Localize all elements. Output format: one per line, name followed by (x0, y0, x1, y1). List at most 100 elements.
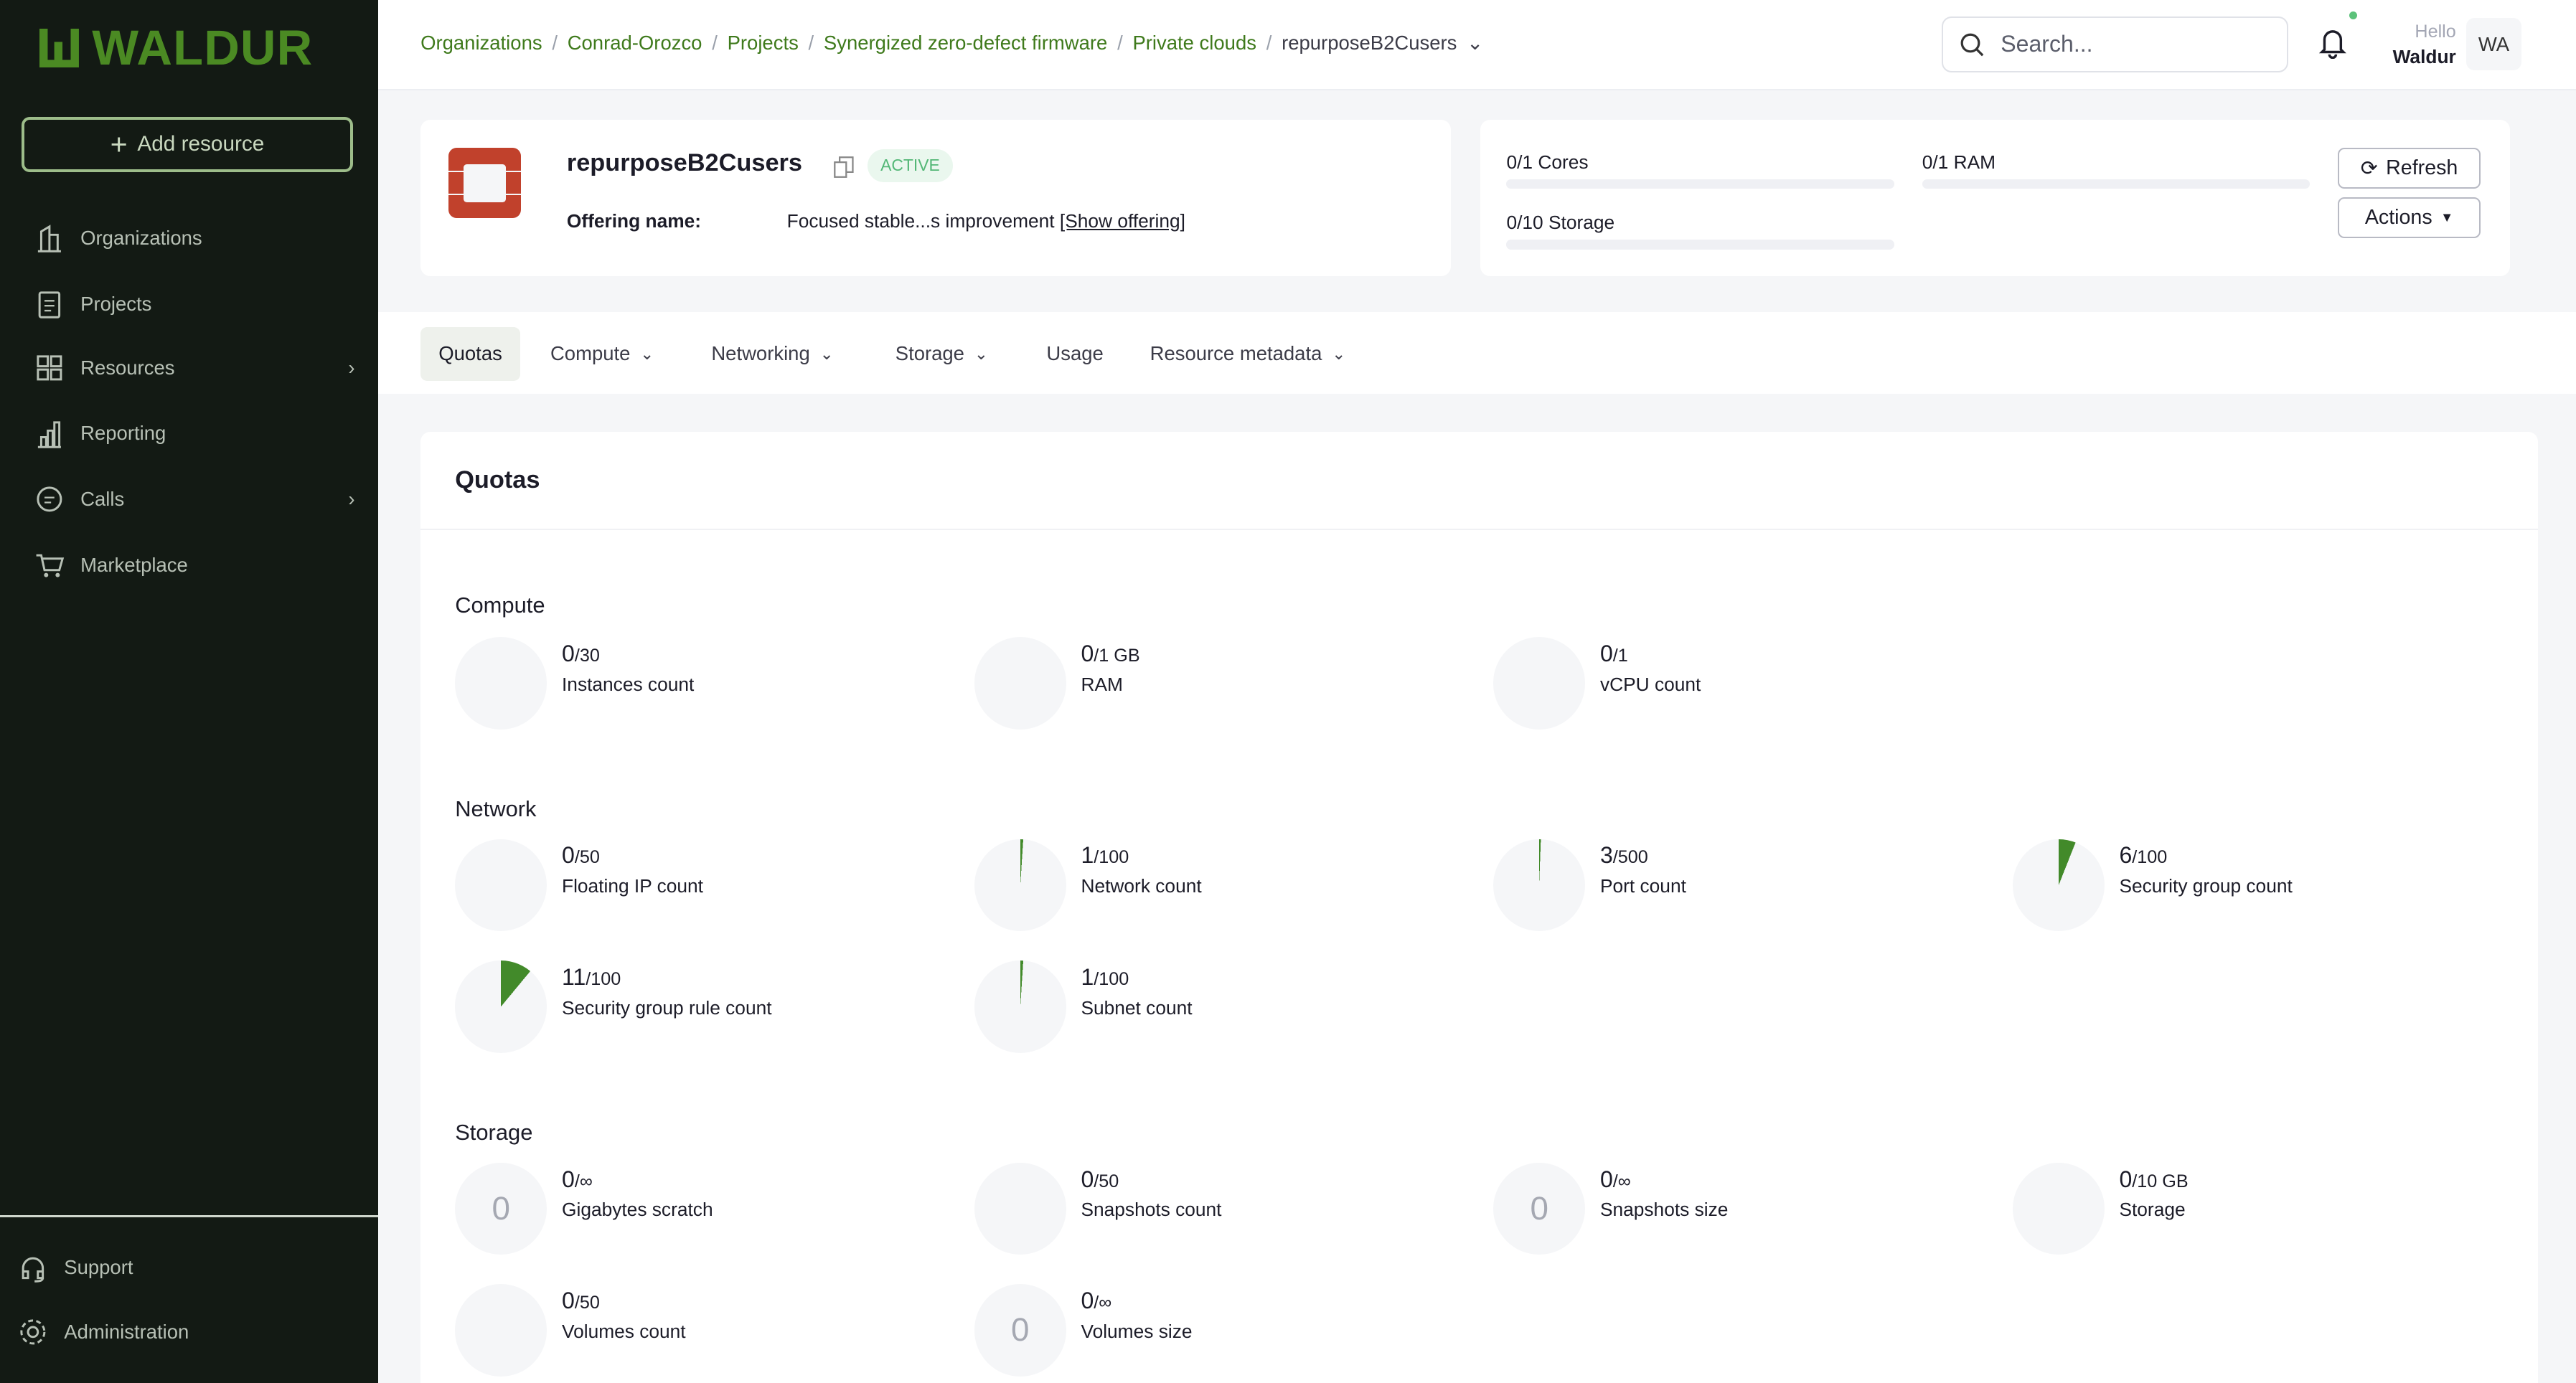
quota-item: 0/50 Floating IP count (455, 839, 948, 932)
sidebar-item-label: Organizations (80, 226, 202, 249)
quota-used: 0 (562, 640, 575, 666)
offering-name: Focused stable...s improvement (786, 210, 1055, 232)
quota-pie-chart (455, 1284, 547, 1377)
quota-used: 0 (1599, 1166, 1613, 1192)
breadcrumb-separator: / (712, 31, 718, 54)
chevron-down-icon[interactable]: ⌄ (1467, 31, 1484, 54)
quota-used: 0 (562, 842, 575, 869)
clipboard-icon (38, 291, 60, 318)
caret-down-icon: ▼ (2440, 209, 2454, 225)
quota-limit: /500 (1612, 847, 1648, 868)
sidebar-item-calls[interactable]: Calls › (33, 475, 355, 524)
ram-quota: 0/1 RAM (1922, 151, 1996, 173)
sidebar-item-resources[interactable]: Resources › (33, 344, 355, 393)
quota-limit: /50 (574, 847, 600, 868)
tab-compute[interactable]: Compute ⌄ (532, 327, 672, 382)
breadcrumb-link[interactable]: Private clouds (1132, 31, 1256, 54)
sidebar: WALDUR + Add resource Organizations Projec… (0, 0, 378, 1383)
quota-value: 3/500 (1600, 842, 1648, 869)
notification-dot (2349, 11, 2358, 20)
quota-pie-chart (974, 637, 1066, 730)
pie-center-value: 0 (1011, 1311, 1030, 1349)
divider (420, 529, 2539, 531)
sidebar-item-administration[interactable]: Administration (17, 1307, 339, 1356)
quota-limit: /∞ (1094, 1292, 1112, 1313)
sidebar-item-support[interactable]: Support (17, 1243, 339, 1293)
section-title-compute: Compute (455, 593, 545, 618)
tab-label: Usage (1046, 342, 1104, 365)
quota-item: 0 0/∞ Volumes size (974, 1284, 1467, 1377)
tab-quotas[interactable]: Quotas (420, 326, 521, 382)
search-input[interactable]: Search... (1942, 16, 2289, 72)
actions-button[interactable]: Actions ▼ (2337, 197, 2481, 238)
gear-icon (20, 1319, 46, 1345)
logo[interactable]: WALDUR (39, 19, 313, 76)
greeting-text: Hello (2415, 22, 2456, 42)
chevron-right-icon: › (348, 487, 355, 510)
avatar[interactable]: WA (2465, 18, 2522, 71)
sidebar-item-marketplace[interactable]: Marketplace (33, 540, 355, 590)
sidebar-divider (0, 1215, 378, 1217)
pie-center-value: 0 (1530, 1190, 1548, 1227)
quota-limit: /50 (574, 1292, 600, 1313)
breadcrumb-separator: / (1117, 31, 1123, 54)
tab-usage[interactable]: Usage (1028, 327, 1122, 382)
sidebar-item-organizations[interactable]: Organizations (33, 214, 355, 263)
actions-label: Actions (2364, 205, 2432, 229)
quota-pie-chart (455, 637, 547, 730)
quota-value: 0/∞ (562, 1166, 593, 1193)
status-badge: ACTIVE (867, 149, 954, 182)
quota-used: 3 (1599, 842, 1613, 869)
breadcrumb-link[interactable]: Synergized zero-defect firmware (823, 31, 1108, 54)
breadcrumb-current[interactable]: repurposeB2Cusers (1282, 31, 1457, 54)
sidebar-item-reporting[interactable]: Reporting (33, 409, 355, 458)
copy-icon[interactable] (833, 156, 855, 179)
search-icon (1960, 33, 1984, 56)
quota-label: Volumes count (562, 1320, 686, 1342)
quota-item: 6/100 Security group count (2012, 839, 2506, 932)
tab-resource-metadata[interactable]: Resource metadata ⌄ (1132, 327, 1363, 382)
quota-label: vCPU count (1599, 673, 1701, 695)
quota-pie-chart (1493, 839, 1586, 932)
quota-item: 0/1 GB RAM (974, 637, 1467, 730)
quota-item: 1/100 Network count (974, 839, 1467, 932)
quota-value: 6/100 (2119, 842, 2167, 869)
bell-icon[interactable] (2316, 27, 2349, 60)
quota-label: Volumes size (1081, 1320, 1193, 1342)
user-name: Waldur (2392, 45, 2456, 67)
quota-label: Snapshots count (1081, 1199, 1222, 1221)
sidebar-item-projects[interactable]: Projects (33, 279, 355, 329)
breadcrumb-separator: / (808, 31, 814, 54)
storage-bar (1506, 240, 1894, 250)
quota-used: 1 (1081, 842, 1094, 869)
quota-limit: /100 (2132, 847, 2168, 868)
quotas-title: Quotas (455, 466, 540, 494)
cores-quota: 0/1 Cores (1506, 151, 1589, 173)
offering-label: Offering name: (566, 210, 701, 232)
openstack-logo-icon (448, 148, 521, 219)
building-icon (37, 225, 61, 252)
refresh-icon: ⟳ (2360, 157, 2378, 181)
breadcrumb-link[interactable]: Conrad-Orozco (567, 31, 702, 54)
breadcrumb-link[interactable]: Organizations (420, 31, 542, 54)
sidebar-item-label: Support (64, 1256, 133, 1279)
sidebar-item-label: Calls (80, 487, 125, 510)
quota-limit: /30 (574, 645, 600, 666)
breadcrumb-link[interactable]: Projects (727, 31, 799, 54)
add-resource-button[interactable]: + Add resource (21, 116, 354, 173)
quota-label: Subnet count (1081, 996, 1193, 1019)
quota-pie-chart (455, 839, 547, 932)
tab-networking[interactable]: Networking ⌄ (693, 327, 852, 382)
message-icon (37, 486, 62, 512)
quotas-card: Quotas Compute 0/30 Instances count 0/1 … (420, 432, 2539, 1383)
quota-value: 0/∞ (1600, 1166, 1631, 1193)
quota-label: Storage (2119, 1199, 2186, 1221)
tab-label: Storage (895, 342, 964, 365)
show-offering-link[interactable]: [Show offering] (1059, 210, 1185, 232)
tab-label: Quotas (438, 342, 502, 365)
user-greeting[interactable]: Hello Waldur (2376, 19, 2456, 69)
tab-storage[interactable]: Storage ⌄ (878, 327, 1006, 382)
pie-center-value: 0 (492, 1190, 511, 1227)
refresh-button[interactable]: ⟳ Refresh (2337, 148, 2481, 189)
quota-limit: /1 (1612, 645, 1628, 666)
